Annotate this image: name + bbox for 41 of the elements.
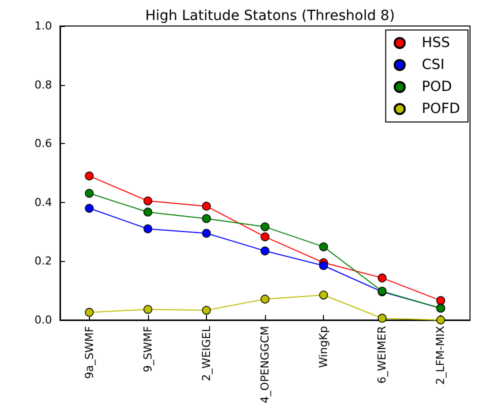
point: [260, 294, 270, 304]
point: [260, 222, 270, 232]
point: [260, 232, 270, 242]
x-tick-label: 9_SWMF: [141, 326, 154, 372]
point: [436, 296, 446, 305]
point: [84, 172, 94, 180]
point: [319, 242, 328, 252]
point: [143, 196, 152, 206]
point: [319, 290, 328, 300]
y-tick-label: 0.4: [34, 196, 52, 209]
point: [202, 228, 211, 238]
point: [202, 306, 211, 315]
y-tick-label: 0.8: [34, 78, 52, 92]
point: [143, 208, 152, 216]
chart-title: High Latitude Statons (Threshold 8): [145, 8, 395, 24]
legend-label: POFD: [422, 101, 460, 117]
x-tick-label: 9a_SWMF: [82, 326, 96, 379]
y-tick-label: 1.0: [34, 20, 52, 32]
point: [202, 202, 211, 211]
point: [143, 224, 152, 234]
point: [319, 261, 328, 270]
x-tick-label: 2_WEIGEL: [200, 325, 213, 382]
point: [84, 204, 94, 213]
point: [378, 314, 387, 323]
point: [436, 316, 446, 324]
point: [202, 214, 211, 223]
point: [260, 246, 270, 256]
x-tick-label: 4_OPENGGCM: [258, 326, 272, 404]
y-tick-label: 0.0: [34, 314, 52, 326]
point: [378, 274, 387, 282]
y-tick-label: 0.6: [34, 137, 52, 150]
point: [143, 305, 152, 314]
x-tick-label: 2_LFM-MIX: [434, 326, 448, 385]
legend-label: HSS: [422, 35, 450, 51]
x-tick-label: 6_WEIMER: [376, 326, 389, 384]
point: [84, 188, 94, 198]
y-tick-label: 0.2: [34, 254, 52, 268]
x-tick-label: WingKp: [317, 326, 330, 368]
point: [84, 308, 94, 317]
legend-label: POD: [422, 79, 452, 95]
legend-label: CSI: [422, 57, 444, 73]
